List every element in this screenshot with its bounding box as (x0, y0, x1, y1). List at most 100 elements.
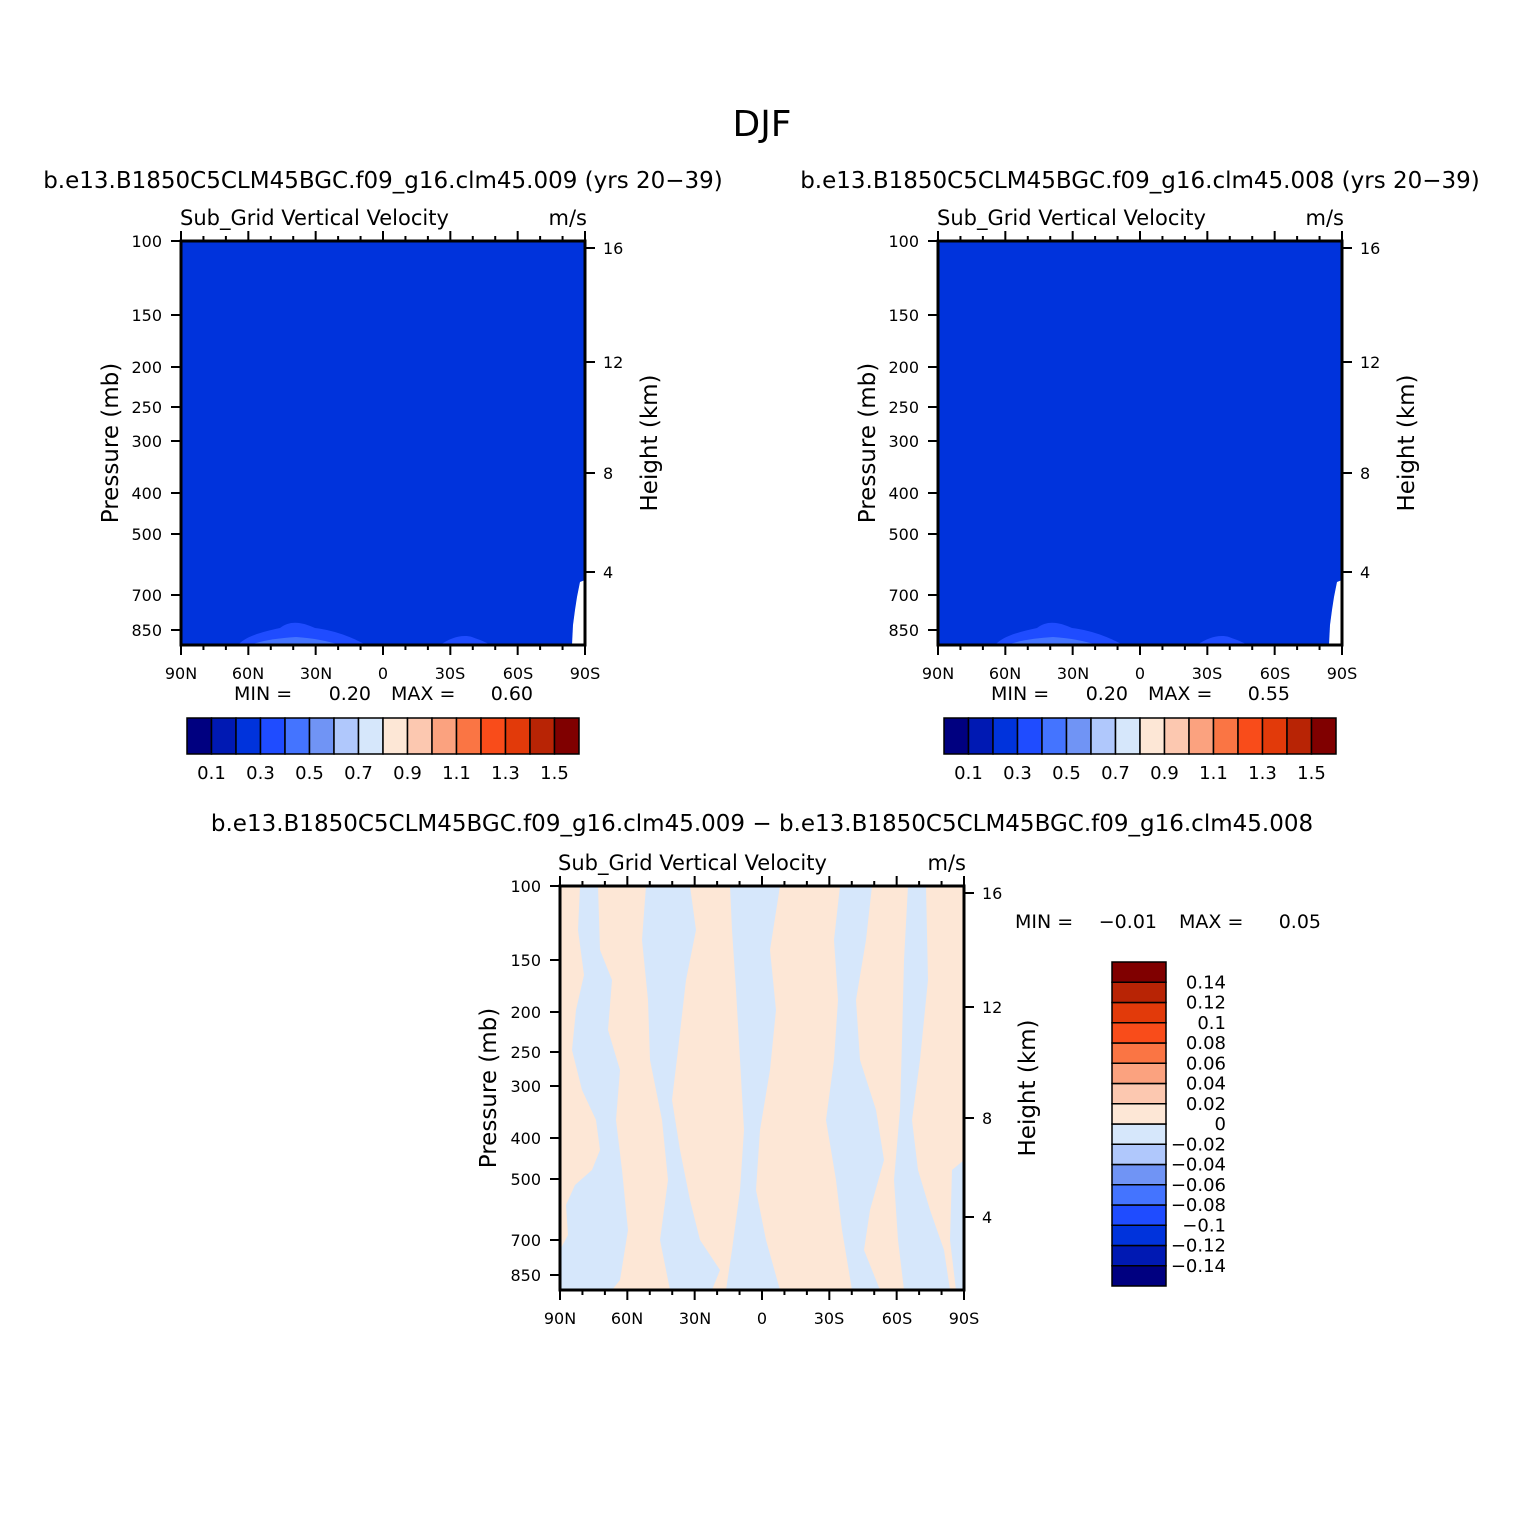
panel-2-field-patch-south (1197, 635, 1247, 645)
panel-1-colorbar-swatch (259, 717, 286, 755)
panel-3: b.e13.B1850C5CLM45BGC.f09_g16.clm45.009 … (211, 811, 1321, 1328)
panel-1-colorbar-swatch (431, 717, 458, 755)
panel-3-min-value: −0.01 (1099, 911, 1157, 933)
panel-1-y2tick-12: 12 (603, 353, 623, 372)
panel-1-xtick-60n: 60N (232, 664, 264, 683)
panel-1-field-patch-north-lower (250, 637, 340, 645)
panel-3-colorbar-label: −0.06 (1171, 1175, 1226, 1196)
panel-3-colorbar-swatch (1111, 1103, 1167, 1125)
panel-1-y2tick-4: 4 (603, 563, 613, 582)
panel-3-colorbar-swatch (1111, 1204, 1167, 1226)
panel-3-colorbar-label: 0.14 (1186, 972, 1226, 993)
panel-1-title: b.e13.B1850C5CLM45BGC.f09_g16.clm45.009 … (43, 168, 723, 194)
panel-2-max-label: MAX = (1148, 683, 1212, 705)
panel-2-ytick-100: 100 (888, 232, 919, 251)
panel-1-colorbar: 0.1 0.3 0.5 0.7 0.9 1.1 1.3 1.5 (186, 717, 580, 784)
panel-1-field-base (181, 241, 585, 645)
panel-1-colorbar-swatch (210, 717, 237, 755)
panel-1-colorbar-swatch (235, 717, 262, 755)
panel-3-colorbar-label: 0.04 (1186, 1074, 1226, 1095)
panel-3-colorbar: −0.14−0.12−0.1−0.08−0.06−0.04−0.0200.020… (1111, 961, 1226, 1287)
panel-3-y2tick-8: 8 (982, 1109, 992, 1128)
panel-2-y2ticks: 16 12 8 4 (1360, 239, 1380, 582)
panel-3-colorbar-label: 0.08 (1186, 1033, 1226, 1054)
panel-2-colorbar-swatch (1114, 717, 1141, 755)
panel-3-colorbar-label: −0.08 (1171, 1195, 1226, 1216)
panel-2-colorbar-swatch (967, 717, 994, 755)
panel-1-colorbar-label: 0.7 (344, 763, 373, 784)
panel-3-negative-band-2 (642, 886, 720, 1290)
panel-2-y2label: Height (km) (1394, 374, 1420, 511)
panel-1-colorbar-label: 1.3 (491, 763, 520, 784)
panel-2-colorbar-swatch (1016, 717, 1043, 755)
panel-3-y2tick-16: 16 (982, 884, 1002, 903)
panel-2-colorbar-swatch (1090, 717, 1117, 755)
panel-2-colorbar-swatch (1310, 717, 1337, 755)
panel-1-y2ticks: 16 12 8 4 (603, 239, 623, 582)
panel-2-colorbar-label: 0.5 (1052, 763, 1081, 784)
panel-1-colorbar-swatch (284, 717, 311, 755)
panel-1-colorbar-label: 0.1 (197, 763, 226, 784)
panel-2-ytick-850: 850 (888, 621, 919, 640)
panel-2-colorbar-swatch (1041, 717, 1068, 755)
panel-1-units: m/s (549, 206, 587, 230)
panel-1-y2tick-16: 16 (603, 239, 623, 258)
panel-1-field-patch-north (238, 622, 366, 645)
panel-1-ytick-500: 500 (131, 525, 162, 544)
panel-2-min-label: MIN = (991, 683, 1049, 705)
panel-1-colorbar-swatch (529, 717, 556, 755)
panel-1-ytick-150: 150 (131, 306, 162, 325)
panel-3-y2tick-4: 4 (982, 1208, 992, 1227)
panel-1-colorbar-label: 0.3 (246, 763, 275, 784)
panel-3-colorbar-swatch (1111, 1062, 1167, 1085)
panel-2-y2tick-8: 8 (1360, 464, 1370, 483)
panel-3-xtick-60s: 60S (882, 1309, 913, 1328)
panel-1-colorbar-label: 0.9 (393, 763, 422, 784)
panel-3-xtick-30s: 30S (814, 1309, 845, 1328)
panel-2-colorbar-label: 1.3 (1248, 763, 1277, 784)
panel-2-xtick-60n: 60N (989, 664, 1021, 683)
panel-2-colorbar-swatch (1188, 717, 1215, 755)
panel-3-colorbar-swatch (1111, 1184, 1167, 1206)
panel-1-colorbar-swatch (553, 717, 580, 755)
panel-3-tick-marks (550, 876, 974, 1300)
panel-2-max-value: 0.55 (1248, 683, 1290, 705)
panel-1-xtick-30s: 30S (435, 664, 466, 683)
figure-title: DJF (732, 104, 791, 145)
panel-1-max-label: MAX = (391, 683, 455, 705)
panel-1-max-value: 0.60 (491, 683, 533, 705)
panel-2-plot-area (936, 239, 1344, 647)
panel-3-colorbar-swatch (1111, 1163, 1167, 1186)
panel-1-ytick-300: 300 (131, 432, 162, 451)
panel-3-subtitle: Sub_Grid Vertical Velocity (558, 851, 827, 876)
panel-1-xtick-60s: 60S (503, 664, 534, 683)
panel-1-colorbar-label: 1.5 (540, 763, 569, 784)
panel-3-colorbar-label: −0.02 (1171, 1134, 1226, 1155)
panel-1-colorbar-swatch (504, 717, 531, 755)
panel-3-ytick-200: 200 (510, 1003, 541, 1022)
panel-1-field-patch-south (440, 635, 490, 645)
panel-3-yticks: 100 150 200 250 300 400 500 700 850 (510, 877, 541, 1285)
panel-2-colorbar-swatch (1237, 717, 1264, 755)
panel-1-ytick-400: 400 (131, 484, 162, 503)
panel-2-min-value: 0.20 (1086, 683, 1128, 705)
panel-2-units: m/s (1306, 206, 1344, 230)
panel-3-units: m/s (928, 851, 966, 875)
panel-3-ytick-300: 300 (510, 1077, 541, 1096)
panel-1-colorbar-swatch (382, 717, 409, 755)
panel-2-tick-marks (928, 231, 1352, 655)
panel-3-xtick-60n: 60N (611, 1309, 643, 1328)
panel-3-title: b.e13.B1850C5CLM45BGC.f09_g16.clm45.009 … (211, 811, 1313, 837)
panel-2-colorbar: 0.1 0.3 0.5 0.7 0.9 1.1 1.3 1.5 (943, 717, 1337, 784)
panel-2-colorbar-swatch (992, 717, 1019, 755)
panel-2: b.e13.B1850C5CLM45BGC.f09_g16.clm45.008 … (800, 168, 1480, 784)
panel-1-yticks: 100 150 200 250 300 400 500 700 850 (131, 232, 162, 640)
panel-2-colorbar-swatch (1163, 717, 1190, 755)
panel-1-xtick-0: 0 (378, 664, 388, 683)
panel-1-subtitle: Sub_Grid Vertical Velocity (180, 206, 449, 231)
panel-3-ytick-400: 400 (510, 1129, 541, 1148)
panel-2-colorbar-label: 1.5 (1297, 763, 1326, 784)
panel-3-colorbar-label: −0.14 (1171, 1256, 1226, 1277)
panel-1-xtick-90s: 90S (570, 664, 601, 683)
